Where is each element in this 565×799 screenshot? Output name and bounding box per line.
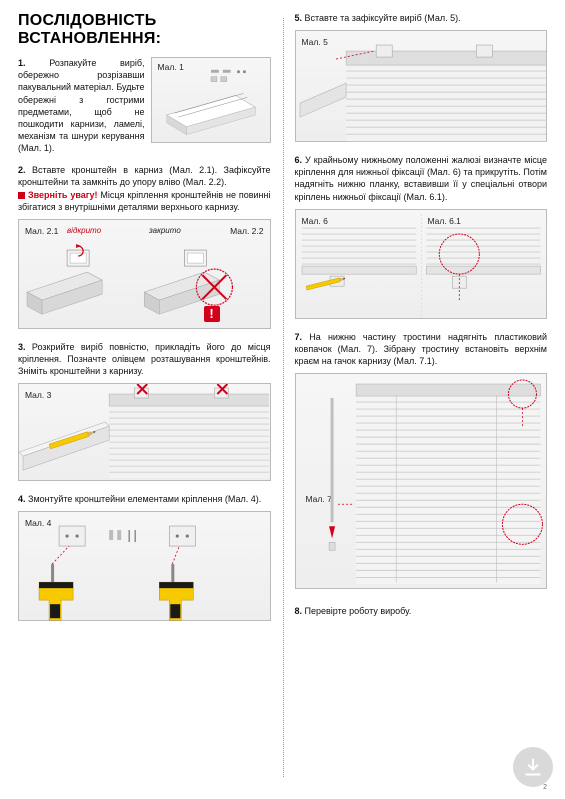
step-5: 5. Вставте та зафіксуйте виріб (Мал. 5). (295, 12, 548, 24)
page-number: 2 (543, 784, 547, 791)
figure-5: Мал. 5 (295, 30, 548, 142)
step-8-text: Перевірте роботу виробу. (305, 606, 412, 616)
step-1-text: Розпакуйте виріб, обережно розрізавши па… (18, 58, 145, 153)
step-6: 6. У крайньому нижньому положенні жалюзі… (295, 154, 548, 203)
right-column: 5. Вставте та зафіксуйте виріб (Мал. 5).… (283, 12, 548, 779)
warning-icon (18, 192, 25, 199)
step-2: 2. Вставте кронштейн в карниз (Мал. 2.1)… (18, 164, 271, 213)
figure-1: Мал. 1 (151, 57, 271, 143)
step-3: 3. Розкрийте виріб повністю, прикладіть … (18, 341, 271, 377)
figure-6: Мал. 6 Мал. 6.1 (295, 209, 548, 319)
step-6-num: 6. (295, 155, 303, 165)
download-overlay-icon (513, 747, 553, 787)
step-1: 1. Розпакуйте виріб, обережно розрізавши… (18, 57, 271, 154)
step-4-num: 4. (18, 494, 26, 504)
step-8: 8. Перевірте роботу виробу. (295, 605, 548, 617)
step-1-num: 1. (18, 58, 26, 68)
step-6-text: У крайньому нижньому положенні жалюзі ви… (295, 155, 548, 201)
left-column: ПОСЛІДОВНІСТЬ ВСТАНОВЛЕННЯ: 1. Розпакуйт… (18, 12, 283, 779)
step-8-num: 8. (295, 606, 303, 616)
figure-4: Мал. 4 (18, 511, 271, 621)
column-divider (283, 18, 284, 777)
step-4: 4. Змонтуйте кронштейни елементами кріпл… (18, 493, 271, 505)
figure-2: Мал. 2.1 відкрито закрито Мал. 2.2 ! (18, 219, 271, 329)
step-2-text: Вставте кронштейн в карниз (Мал. 2.1). З… (18, 165, 271, 187)
step-7-text: На нижню частину тростини надягніть плас… (295, 332, 548, 366)
step-4-text: Змонтуйте кронштейни елементами кріпленн… (28, 494, 261, 504)
step-7: 7. На нижню частину тростини надягніть п… (295, 331, 548, 367)
step-5-num: 5. (295, 13, 303, 23)
step-7-num: 7. (295, 332, 303, 342)
step-2-note-prefix: Зверніть увагу! (28, 190, 98, 200)
page-title: ПОСЛІДОВНІСТЬ ВСТАНОВЛЕННЯ: (18, 12, 271, 47)
figure-3: Мал. 3 (18, 383, 271, 481)
step-3-text: Розкрийте виріб повністю, прикладіть йог… (18, 342, 271, 376)
step-5-text: Вставте та зафіксуйте виріб (Мал. 5). (305, 13, 461, 23)
step-3-num: 3. (18, 342, 26, 352)
figure-7: Мал. 7 Мал. 7.1 (295, 373, 548, 589)
step-2-num: 2. (18, 165, 26, 175)
